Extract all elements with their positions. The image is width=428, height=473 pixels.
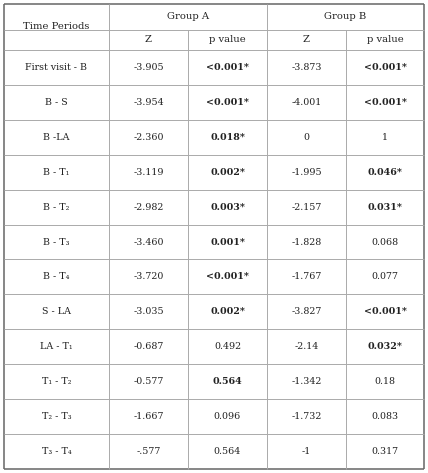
Text: 0.492: 0.492 xyxy=(214,342,241,351)
Text: 0.083: 0.083 xyxy=(372,412,398,421)
Text: 0.077: 0.077 xyxy=(372,272,398,281)
Text: p value: p value xyxy=(367,35,403,44)
Text: 0.046*: 0.046* xyxy=(368,168,402,177)
Text: -4.001: -4.001 xyxy=(291,98,321,107)
Text: -1.342: -1.342 xyxy=(291,377,322,386)
Text: -3.720: -3.720 xyxy=(133,272,163,281)
Text: B - S: B - S xyxy=(45,98,68,107)
Text: Z: Z xyxy=(145,35,152,44)
Text: B -LA: B -LA xyxy=(43,133,70,142)
Text: 0.018*: 0.018* xyxy=(210,133,245,142)
Text: <0.001*: <0.001* xyxy=(363,98,407,107)
Text: -1: -1 xyxy=(302,447,311,456)
Text: <0.001*: <0.001* xyxy=(206,63,249,72)
Text: B - T₃: B - T₃ xyxy=(43,237,70,246)
Text: 0.032*: 0.032* xyxy=(368,342,402,351)
Text: 0.096: 0.096 xyxy=(214,412,241,421)
Text: -3.827: -3.827 xyxy=(291,307,322,316)
Text: Group A: Group A xyxy=(167,12,209,21)
Text: -1.667: -1.667 xyxy=(133,412,164,421)
Text: p value: p value xyxy=(209,35,246,44)
Text: Z: Z xyxy=(303,35,310,44)
Text: <0.001*: <0.001* xyxy=(363,63,407,72)
Text: 0.031*: 0.031* xyxy=(368,202,402,211)
Text: <0.001*: <0.001* xyxy=(206,98,249,107)
Text: 0: 0 xyxy=(303,133,309,142)
Text: -1.995: -1.995 xyxy=(291,168,322,177)
Text: T₃ - T₄: T₃ - T₄ xyxy=(42,447,71,456)
Text: T₁ - T₂: T₁ - T₂ xyxy=(42,377,71,386)
Text: -2.360: -2.360 xyxy=(133,133,164,142)
Text: -2.14: -2.14 xyxy=(294,342,318,351)
Text: B - T₁: B - T₁ xyxy=(43,168,70,177)
Text: <0.001*: <0.001* xyxy=(363,307,407,316)
Text: -.577: -.577 xyxy=(136,447,160,456)
Text: First visit - B: First visit - B xyxy=(26,63,87,72)
Text: <0.001*: <0.001* xyxy=(206,272,249,281)
Text: LA - T₁: LA - T₁ xyxy=(40,342,73,351)
Text: -3.905: -3.905 xyxy=(133,63,164,72)
Text: -1.828: -1.828 xyxy=(291,237,321,246)
Text: -1.767: -1.767 xyxy=(291,272,322,281)
Text: 0.002*: 0.002* xyxy=(210,168,245,177)
Text: -2.157: -2.157 xyxy=(291,202,322,211)
Text: 0.18: 0.18 xyxy=(374,377,395,386)
Text: 1: 1 xyxy=(382,133,388,142)
Text: -2.982: -2.982 xyxy=(133,202,163,211)
Text: -0.687: -0.687 xyxy=(133,342,163,351)
Text: 0.003*: 0.003* xyxy=(210,202,245,211)
Text: 0.068: 0.068 xyxy=(372,237,398,246)
Text: B - T₂: B - T₂ xyxy=(43,202,70,211)
Text: 0.002*: 0.002* xyxy=(210,307,245,316)
Text: -3.119: -3.119 xyxy=(133,168,164,177)
Text: -3.460: -3.460 xyxy=(133,237,164,246)
Text: B - T₄: B - T₄ xyxy=(43,272,70,281)
Text: -3.035: -3.035 xyxy=(133,307,164,316)
Text: 0.564: 0.564 xyxy=(214,447,241,456)
Text: 0.317: 0.317 xyxy=(372,447,398,456)
Text: -0.577: -0.577 xyxy=(133,377,163,386)
Text: 0.564: 0.564 xyxy=(213,377,242,386)
Text: -3.954: -3.954 xyxy=(133,98,164,107)
Text: Time Periods: Time Periods xyxy=(23,23,90,32)
Text: S - LA: S - LA xyxy=(42,307,71,316)
Text: Group B: Group B xyxy=(324,12,367,21)
Text: -3.873: -3.873 xyxy=(291,63,322,72)
Text: -1.732: -1.732 xyxy=(291,412,322,421)
Text: T₂ - T₃: T₂ - T₃ xyxy=(42,412,71,421)
Text: 0.001*: 0.001* xyxy=(210,237,245,246)
